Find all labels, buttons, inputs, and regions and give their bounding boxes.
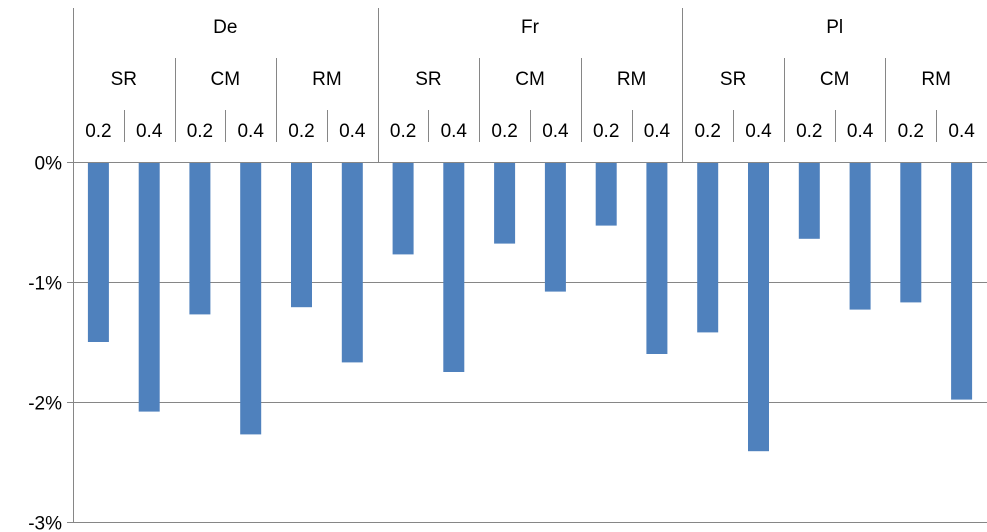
bar bbox=[595, 162, 617, 226]
category-label: 0.2 bbox=[796, 121, 822, 142]
bar bbox=[798, 162, 820, 239]
bar bbox=[646, 162, 668, 354]
category-label: 0.2 bbox=[593, 121, 619, 142]
bar bbox=[240, 162, 262, 435]
group-label: Fr bbox=[521, 17, 540, 38]
bar bbox=[697, 162, 719, 333]
x-axis-category-labels: 0.2 0.4 0.2 0.4 0.2 0.4 0.2 0.4 0.2 0.4 0.2 0.4 0.2 0… bbox=[85, 17, 975, 142]
category-label: 0.4 bbox=[339, 121, 366, 142]
category-label: 0.2 bbox=[187, 121, 213, 142]
bar bbox=[87, 162, 109, 342]
category-label: 0.4 bbox=[542, 121, 569, 142]
category-label: 0.4 bbox=[948, 121, 975, 142]
subgroup-label: RM bbox=[617, 69, 647, 90]
y-tick-label: 0% bbox=[35, 154, 63, 175]
subgroup-label: SR bbox=[415, 69, 441, 90]
category-separators bbox=[124, 8, 937, 162]
bar bbox=[748, 162, 769, 452]
y-tick-label: -3% bbox=[28, 514, 62, 532]
bar bbox=[138, 162, 160, 412]
category-label: 0.4 bbox=[745, 121, 772, 142]
subgroup-label: CM bbox=[820, 69, 850, 90]
gridlines bbox=[67, 282, 987, 523]
y-axis-tick-labels: 0% -1% -2% -3% bbox=[28, 154, 62, 532]
subgroup-label: RM bbox=[312, 69, 342, 90]
axes bbox=[67, 8, 987, 522]
category-label: 0.2 bbox=[390, 121, 416, 142]
category-label: 0.2 bbox=[694, 121, 720, 142]
category-label: 0.2 bbox=[288, 121, 314, 142]
category-label: 0.2 bbox=[898, 121, 924, 142]
y-tick-label: -2% bbox=[28, 394, 62, 415]
bar bbox=[951, 162, 973, 400]
subgroup-label: CM bbox=[211, 69, 241, 90]
category-label: 0.4 bbox=[847, 121, 874, 142]
category-label: 0.4 bbox=[441, 121, 468, 142]
bar bbox=[494, 162, 516, 244]
category-label: 0.2 bbox=[491, 121, 517, 142]
bar bbox=[849, 162, 871, 310]
bar bbox=[341, 162, 363, 363]
bar bbox=[443, 162, 465, 372]
bar bbox=[544, 162, 566, 292]
y-tick-label: -1% bbox=[28, 274, 62, 295]
category-label: 0.4 bbox=[136, 121, 163, 142]
subgroup-label: SR bbox=[720, 69, 746, 90]
group-label: De bbox=[213, 17, 237, 38]
bar bbox=[189, 162, 211, 315]
category-label: 0.2 bbox=[85, 121, 111, 142]
bar bbox=[392, 162, 414, 255]
bar bbox=[900, 162, 922, 303]
category-label: 0.4 bbox=[237, 121, 264, 142]
category-label: 0.4 bbox=[644, 121, 671, 142]
bar-series bbox=[87, 162, 973, 452]
subgroup-label: CM bbox=[515, 69, 545, 90]
group-label: Pl bbox=[826, 17, 843, 38]
bar bbox=[291, 162, 312, 308]
subgroup-label: RM bbox=[921, 69, 951, 90]
subgroup-label: SR bbox=[111, 69, 137, 90]
